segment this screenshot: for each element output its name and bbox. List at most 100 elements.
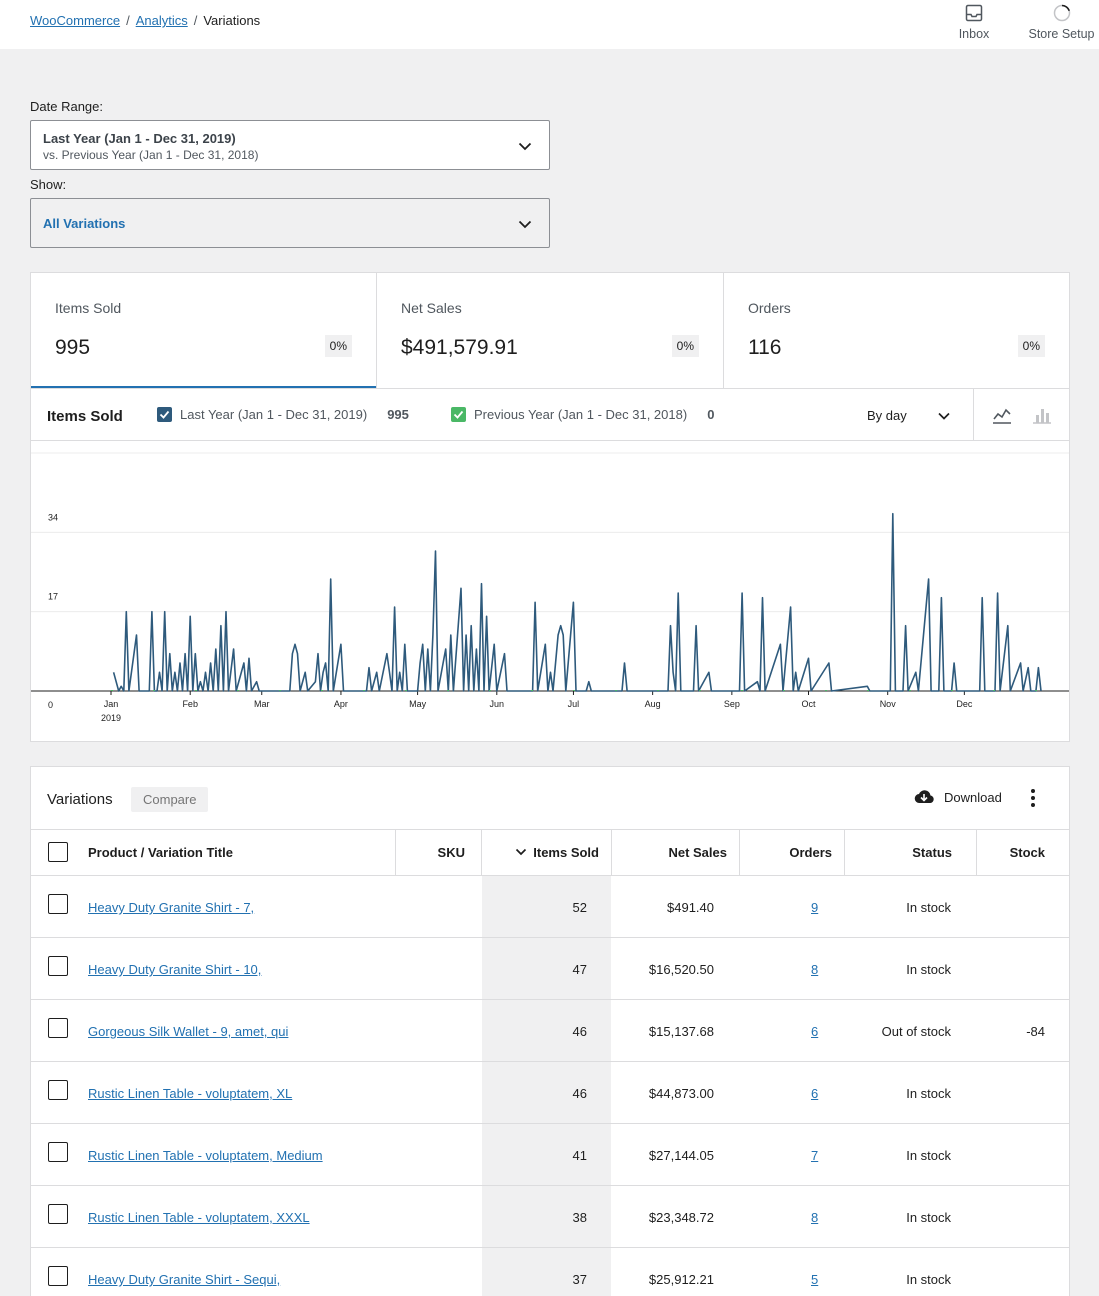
orders-link[interactable]: 8 — [811, 962, 819, 977]
interval-select[interactable]: By day — [867, 408, 907, 423]
product-link[interactable]: Heavy Duty Granite Shirt - 10, — [88, 962, 262, 977]
column-header-net-sales[interactable]: Net Sales — [612, 830, 740, 876]
breadcrumb-woocommerce-link[interactable]: WooCommerce — [30, 13, 121, 28]
column-header-orders[interactable]: Orders — [740, 830, 845, 876]
summary-numbers: Items Sold 995 0% Net Sales $491,579.91 … — [30, 272, 1070, 389]
download-button[interactable]: Download — [913, 788, 1002, 806]
x-tick-label: Apr — [334, 699, 348, 709]
orders-link[interactable]: 6 — [811, 1086, 819, 1101]
x-tick-label: Sep — [724, 699, 740, 709]
compare-button[interactable]: Compare — [131, 787, 209, 812]
orders-link[interactable]: 6 — [811, 1024, 819, 1039]
checkbox-checked-icon[interactable] — [451, 407, 466, 422]
row-checkbox[interactable] — [48, 1266, 68, 1286]
more-options-icon[interactable] — [1027, 787, 1039, 809]
items-sold-chart: 0 17 34 51 Jan Feb Mar Apr May Jun Jul Aug Sep Oct Nov… — [31, 441, 1069, 723]
summary-value: $491,579.91 — [401, 336, 518, 359]
status-cell: In stock — [906, 1086, 951, 1101]
column-header-items-sold-label: Items Sold — [533, 845, 599, 860]
bar-chart-icon[interactable] — [1032, 405, 1052, 425]
chart-panel: Items Sold Last Year (Jan 1 - Dec 31, 20… — [30, 388, 1070, 742]
show-select[interactable]: All Variations — [30, 198, 550, 248]
row-checkbox[interactable] — [48, 894, 68, 914]
column-header-product[interactable]: Product / Variation Title — [31, 830, 396, 876]
line-chart-icon[interactable] — [992, 405, 1012, 425]
summary-title: Items Sold — [55, 300, 122, 316]
orders-link[interactable]: 8 — [811, 1210, 819, 1225]
x-tick-label: Dec — [956, 699, 973, 709]
status-cell: In stock — [906, 1148, 951, 1163]
summary-value: 116 — [748, 336, 782, 359]
table-header: Product / Variation Title SKU Items Sold… — [31, 829, 1069, 876]
product-link[interactable]: Gorgeous Silk Wallet - 9, amet, qui — [88, 1024, 289, 1039]
chevron-down-icon[interactable] — [937, 409, 951, 423]
column-header-sku[interactable]: SKU — [396, 830, 482, 876]
chart-title: Items Sold — [47, 408, 123, 425]
summary-delta-badge: 0% — [324, 335, 352, 357]
y-tick-label: 0 — [48, 700, 53, 710]
chart-type-toggle — [973, 389, 1069, 440]
column-header-stock[interactable]: Stock — [1009, 845, 1045, 860]
breadcrumb-analytics-link[interactable]: Analytics — [135, 13, 188, 28]
row-checkbox[interactable] — [48, 1080, 68, 1100]
product-link[interactable]: Rustic Linen Table - voluptatem, XL — [88, 1086, 293, 1101]
legend-total: 995 — [387, 407, 409, 422]
date-range-primary: Last Year (Jan 1 - Dec 31, 2019) — [43, 131, 236, 146]
product-link[interactable]: Heavy Duty Granite Shirt - 7, — [88, 900, 255, 915]
breadcrumb: WooCommerce / Analytics / Variations — [30, 13, 260, 28]
column-header-status: Status — [845, 830, 977, 876]
row-checkbox[interactable] — [48, 956, 68, 976]
table-row: Heavy Duty Granite Shirt - 7, 52 $491.40 9 I… — [31, 876, 1069, 938]
legend-total: 0 — [707, 407, 715, 422]
inbox-button[interactable]: Inbox — [950, 0, 998, 49]
breadcrumb-separator: / — [126, 13, 130, 28]
summary-title: Orders — [748, 300, 791, 316]
x-tick-label: Jan — [104, 699, 119, 709]
summary-orders[interactable]: Orders 116 0% — [724, 273, 1069, 388]
x-tick-label: Jul — [568, 699, 580, 709]
x-tick-label: Aug — [645, 699, 661, 709]
checkbox-checked-icon[interactable] — [157, 407, 172, 422]
legend-item-last-year[interactable]: Last Year (Jan 1 - Dec 31, 2019) 995 — [157, 407, 409, 422]
items-sold-cell: 52 — [572, 900, 587, 915]
date-range-select[interactable]: Last Year (Jan 1 - Dec 31, 2019) vs. Pre… — [30, 120, 550, 170]
orders-link[interactable]: 9 — [811, 900, 819, 915]
x-tick-label: Oct — [801, 699, 816, 709]
product-link[interactable]: Rustic Linen Table - voluptatem, Medium — [88, 1148, 323, 1163]
table-row: Rustic Linen Table - voluptatem, Medium 4… — [31, 1124, 1069, 1186]
orders-link[interactable]: 7 — [811, 1148, 819, 1163]
items-sold-cell: 37 — [572, 1272, 587, 1287]
table-row: Heavy Duty Granite Shirt - Sequi, 37 $25,9… — [31, 1248, 1069, 1296]
store-setup-label: Store Setup — [1028, 27, 1095, 41]
select-all-checkbox[interactable] — [48, 842, 68, 862]
top-bar: WooCommerce / Analytics / Variations Inbox S… — [0, 0, 1099, 49]
show-value: All Variations — [43, 216, 126, 231]
row-checkbox[interactable] — [48, 1142, 68, 1162]
net-sales-cell: $23,348.72 — [648, 1210, 714, 1225]
product-link[interactable]: Heavy Duty Granite Shirt - Sequi, — [88, 1272, 281, 1287]
orders-link[interactable]: 5 — [811, 1272, 819, 1287]
column-header-items-sold[interactable]: Items Sold — [482, 830, 612, 876]
summary-items-sold[interactable]: Items Sold 995 0% — [31, 273, 377, 389]
net-sales-cell: $44,873.00 — [648, 1086, 714, 1101]
status-cell: In stock — [906, 1210, 951, 1225]
product-link[interactable]: Rustic Linen Table - voluptatem, XXXL — [88, 1210, 310, 1225]
summary-net-sales[interactable]: Net Sales $491,579.91 0% — [377, 273, 724, 388]
net-sales-cell: $15,137.68 — [648, 1024, 714, 1039]
legend-label: Previous Year (Jan 1 - Dec 31, 2018) — [474, 407, 688, 422]
cloud-download-icon — [914, 790, 934, 804]
breadcrumb-current: Variations — [203, 13, 261, 28]
status-cell: In stock — [906, 900, 951, 915]
progress-ring-icon — [1053, 4, 1070, 22]
series-line-last-year — [112, 512, 1042, 692]
legend-item-previous-year[interactable]: Previous Year (Jan 1 - Dec 31, 2018) 0 — [451, 407, 714, 422]
row-checkbox[interactable] — [48, 1018, 68, 1038]
legend-label: Last Year (Jan 1 - Dec 31, 2019) — [180, 407, 368, 422]
items-sold-cell: 41 — [572, 1148, 587, 1163]
status-cell: In stock — [906, 1272, 951, 1287]
y-tick-label: 17 — [48, 592, 58, 602]
row-checkbox[interactable] — [48, 1204, 68, 1224]
chevron-down-icon — [518, 142, 532, 151]
inbox-label: Inbox — [958, 27, 990, 41]
store-setup-button[interactable]: Store Setup — [1024, 0, 1099, 49]
